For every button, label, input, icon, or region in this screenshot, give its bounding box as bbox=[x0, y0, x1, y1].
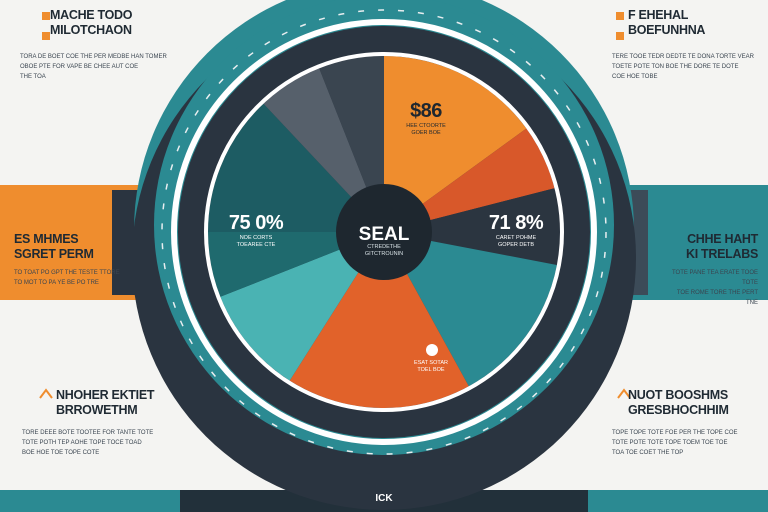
mid-right-title-1: CHHE HAHT bbox=[687, 232, 758, 246]
data-label-right-caption: CARET POHME GOPER DETB bbox=[495, 235, 537, 248]
flower-icon bbox=[426, 344, 438, 356]
top-right-title-1: F EHEHAL bbox=[628, 8, 689, 22]
square-icon bbox=[616, 12, 624, 20]
corner-bottom-right: NUOT BOOSHMS GRESBHOCHHIM bbox=[628, 388, 768, 418]
top-right-title-2: BOEFUNHNA bbox=[628, 23, 706, 37]
bottom-right-title-2: GRESBHOCHHIM bbox=[628, 403, 729, 417]
data-label-top-value: $86 bbox=[410, 100, 442, 122]
mid-right-title-2: KI TRELABS bbox=[685, 247, 758, 261]
dashed-ring bbox=[161, 9, 607, 455]
center-title: SEAL bbox=[359, 224, 410, 245]
data-label-bottom: ESAT SOTAR TOEL BOE bbox=[396, 360, 466, 374]
top-right-body: TERE TOOE TEDR DEDTE TE DONA TORTE VEAR … bbox=[612, 54, 754, 80]
corner-top-left: MACHE TODO MILOTCHAON bbox=[50, 8, 200, 38]
data-label-right-value: 71 8% bbox=[488, 212, 544, 234]
mid-left-title-1: ES MHMES bbox=[14, 232, 79, 246]
center-subtitle: CTREDETHE GITCTROUNIN bbox=[364, 244, 404, 257]
bottom-left-body: TORE DEEE BOTE TOOTEE FOR TANTE TOTE TOT… bbox=[22, 430, 154, 456]
pie-slice-0 bbox=[384, 56, 527, 232]
footer-label: ICK bbox=[375, 493, 393, 504]
data-label-left: 75 0% NOE CORTS TOEAREE CTE bbox=[216, 212, 296, 249]
data-label-bottom-caption: ESAT SOTAR TOEL BOE bbox=[414, 360, 448, 373]
center-hub bbox=[336, 184, 432, 280]
square-icon bbox=[42, 12, 50, 20]
pie-inner-white-ring bbox=[204, 52, 564, 412]
pie-slice-5 bbox=[220, 232, 384, 381]
corner-mid-right: CHHE HAHT KI TRELABS TOTE PANE TEA ERATE… bbox=[668, 232, 758, 308]
top-left-body: TORA DE BOET COE THE PER MEDBE HAN TOMER… bbox=[20, 54, 167, 80]
top-left-title-1: MACHE TODO bbox=[50, 8, 133, 22]
pie-slice-2 bbox=[384, 188, 561, 265]
mid-left-title-2: SGRET PERM bbox=[14, 247, 94, 261]
pie-slice-4 bbox=[289, 232, 469, 408]
corner-top-right: F EHEHAL BOEFUNHNA bbox=[628, 8, 768, 38]
top-left-title-2: MILOTCHAON bbox=[50, 23, 132, 37]
square-icon bbox=[616, 32, 624, 40]
bottom-left-title-1: NHOHER EKTIET bbox=[56, 388, 155, 402]
bottom-right-body: TOPE TOPE TOTE FOE PER THE TOPE COE TOTE… bbox=[612, 430, 738, 456]
data-label-top: $86 HEE CTOORTE GOER BOE bbox=[396, 100, 456, 137]
data-label-left-value: 75 0% bbox=[228, 212, 284, 234]
corner-bottom-left: NHOHER EKTIET BRROWETHM bbox=[56, 388, 206, 418]
mid-right-body: TOTE PANE TEA ERATE TOOE TOTE TOE ROME T… bbox=[671, 270, 758, 306]
chevron-icon bbox=[39, 388, 53, 399]
data-label-left-caption: NOE CORTS TOEAREE CTE bbox=[236, 235, 276, 248]
chevron-icon bbox=[617, 388, 631, 399]
pie-slice-7 bbox=[208, 103, 384, 232]
square-icon bbox=[42, 32, 50, 40]
bottom-right-title-1: NUOT BOOSHMS bbox=[628, 388, 728, 402]
data-label-right: 71 8% CARET POHME GOPER DETB bbox=[476, 212, 556, 249]
pie-slice-3 bbox=[384, 232, 557, 387]
pie-slice-8 bbox=[263, 68, 384, 232]
white-separator-ring bbox=[171, 19, 597, 445]
data-label-top-caption: HEE CTOORTE GOER BOE bbox=[406, 123, 446, 136]
pie-slices bbox=[208, 56, 561, 408]
corner-mid-left: ES MHMES SGRET PERM TO TOAT PO GPT THE T… bbox=[14, 232, 164, 288]
mid-left-body: TO TOAT PO GPT THE TESTE TTORE TO MOT TO… bbox=[14, 270, 120, 286]
bottom-left-title-2: BRROWETHM bbox=[56, 403, 138, 417]
pie-slice-1 bbox=[384, 128, 555, 232]
